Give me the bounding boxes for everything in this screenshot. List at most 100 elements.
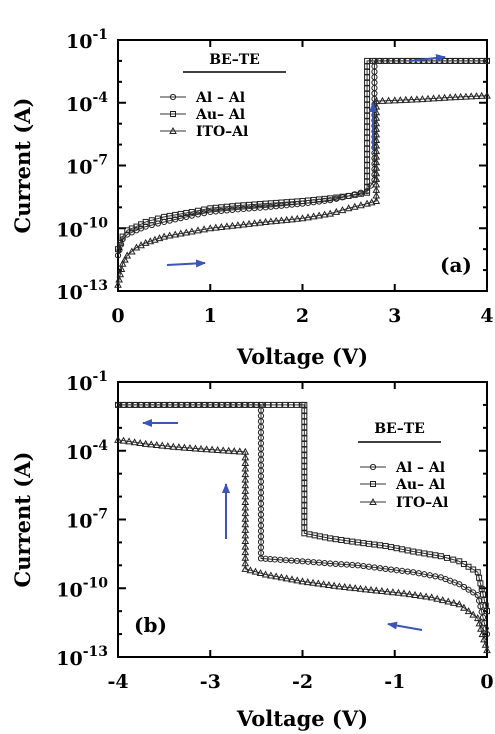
data-point — [305, 197, 312, 204]
data-point — [180, 443, 189, 451]
data-point — [320, 210, 329, 218]
data-point — [432, 552, 439, 559]
data-point — [178, 401, 185, 408]
data-point — [171, 230, 180, 238]
x-tick-label: -1 — [384, 671, 405, 693]
data-point — [304, 213, 312, 221]
data-point — [480, 635, 488, 643]
x-tick-label: 2 — [296, 305, 309, 327]
data-point — [483, 646, 491, 654]
data-point — [188, 208, 195, 215]
data-point — [372, 180, 381, 188]
data-point — [449, 598, 458, 606]
data-point — [234, 202, 241, 209]
data-point — [456, 581, 463, 588]
data-point — [372, 119, 381, 127]
data-point — [117, 239, 124, 246]
data-point — [357, 201, 365, 209]
data-point — [472, 92, 481, 100]
data-point — [346, 583, 354, 591]
data-point — [161, 401, 168, 408]
data-point — [270, 401, 277, 408]
data-point — [163, 442, 172, 450]
data-point — [309, 578, 317, 586]
data-point — [282, 574, 291, 582]
data-point — [123, 251, 132, 259]
data-point — [228, 221, 237, 229]
data-point — [429, 94, 438, 102]
series-line — [117, 439, 488, 651]
data-point — [400, 589, 408, 597]
legend-label: Al – Al — [395, 460, 445, 476]
data-point — [404, 57, 411, 64]
data-point — [118, 259, 127, 267]
data-point — [369, 497, 377, 505]
legend-title: BE–TE — [374, 421, 425, 437]
panel-label: (b) — [134, 613, 167, 637]
data-point — [484, 57, 490, 64]
data-point — [219, 446, 228, 454]
data-point — [310, 196, 317, 203]
data-point — [365, 540, 372, 547]
data-point — [392, 57, 399, 64]
x-tick-label: -3 — [200, 671, 221, 693]
data-point — [479, 614, 487, 621]
data-point — [293, 214, 302, 222]
data-point — [344, 204, 353, 212]
y-tick-label: 10-13 — [56, 278, 108, 304]
data-point — [191, 444, 200, 452]
data-point — [264, 401, 271, 408]
data-point — [211, 223, 220, 231]
sweep-arrow — [387, 621, 423, 631]
x-tick-label: 4 — [480, 305, 493, 327]
data-point — [194, 207, 201, 214]
legend-label: Al – Al — [195, 90, 245, 106]
data-point — [301, 463, 308, 470]
data-point — [398, 57, 405, 64]
data-point — [267, 217, 275, 225]
data-point — [201, 210, 208, 217]
data-point — [115, 275, 123, 283]
data-point — [301, 424, 308, 431]
data-point — [146, 237, 155, 245]
data-point — [438, 596, 447, 604]
data-point — [396, 96, 405, 104]
data-point — [315, 211, 323, 219]
data-point — [410, 548, 417, 555]
data-point — [345, 192, 352, 199]
data-point — [245, 201, 252, 208]
y-tick-label: 10-10 — [56, 575, 108, 601]
y-axis-title: Current (A) — [10, 452, 35, 588]
data-point — [241, 401, 248, 408]
data-point — [158, 441, 167, 449]
data-point — [217, 222, 226, 231]
data-point — [404, 547, 411, 554]
data-point — [207, 401, 214, 408]
data-point — [301, 401, 308, 408]
data-point — [117, 264, 126, 273]
data-point — [411, 590, 419, 598]
data-point — [484, 608, 490, 615]
data-point — [338, 206, 347, 214]
data-point — [327, 195, 334, 202]
data-point — [301, 440, 308, 447]
data-point — [114, 252, 122, 259]
data-point — [224, 446, 233, 454]
data-point — [418, 95, 427, 103]
data-point — [132, 401, 139, 408]
data-point — [372, 135, 381, 143]
data-point — [339, 193, 346, 200]
data-point — [477, 91, 486, 99]
data-point — [482, 625, 489, 632]
data-point — [332, 536, 339, 543]
data-point — [282, 401, 289, 408]
data-point — [143, 401, 150, 408]
y-tick-label: 10-13 — [56, 644, 108, 670]
data-point — [335, 582, 344, 590]
data-point — [314, 579, 323, 587]
legend-label: ITO–Al — [196, 124, 248, 140]
data-point — [236, 401, 243, 408]
data-point — [427, 593, 436, 601]
data-point — [399, 546, 406, 553]
data-point — [416, 591, 425, 599]
